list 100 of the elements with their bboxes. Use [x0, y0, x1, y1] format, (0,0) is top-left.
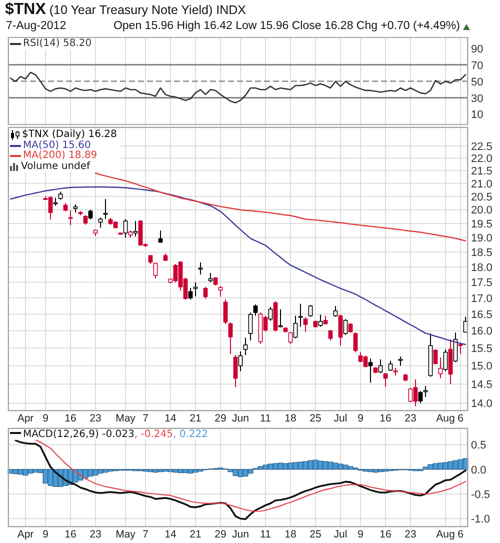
x-tick-label: 9 [42, 412, 49, 424]
candlestick [353, 332, 358, 353]
legend-label: MACD(12,26,9) -0.023 [22, 429, 134, 440]
candlestick [308, 304, 313, 318]
y-tick-label: 19.0 [471, 232, 492, 245]
chart-title: $TNX (10 Year Treasury Note Yield) INDX [5, 1, 246, 18]
x-tick-label: May [116, 412, 136, 424]
text: Open 15.96 High 16.42 Low 15.96 Close 16.28 Chg +0.70 (+4.49%) [113, 20, 460, 32]
x-tick-label: Jun [232, 528, 250, 540]
legend-label: RSI(14) 58.20 [23, 38, 92, 50]
y-tick-label: 90 [471, 43, 484, 56]
x-tick-label: Apr [17, 528, 34, 540]
y-tick-label: 17.0 [471, 292, 492, 305]
legend-label: MA(200) 18.89 [23, 150, 98, 162]
y-tick-label: 0.5 [471, 440, 486, 452]
x-tick-label: 11 [260, 528, 272, 540]
candlestick [253, 304, 258, 316]
x-tick-label: 21 [190, 412, 202, 424]
y-tick-label: 20.5 [471, 191, 492, 204]
x-tick-label: 29 [214, 412, 226, 424]
candlestick [378, 358, 383, 374]
x-tick-label: 9 [358, 528, 364, 540]
x-tick-label: 16 [380, 412, 392, 424]
x-tick-label: Jul [334, 528, 348, 540]
x-tick-label: 9 [358, 412, 364, 424]
candlestick [268, 306, 273, 322]
y-tick-label: 14.5 [471, 379, 492, 392]
y-tick-label: 18.0 [471, 262, 492, 274]
candlestick [88, 209, 93, 220]
y-tick-label: 30 [471, 92, 484, 105]
candlestick [388, 360, 393, 372]
y-tick-label: 0.0 [471, 464, 486, 476]
legend-label: $TNX (Daily) 16.28 [22, 129, 117, 140]
candlestick [423, 386, 428, 398]
x-tick-label: 29 [214, 528, 226, 540]
text: , -0.245 [134, 429, 173, 440]
y-tick-label: 17.5 [471, 277, 492, 290]
candlestick [298, 303, 303, 328]
line-series [10, 72, 466, 104]
y-tick-label: 20.0 [471, 204, 492, 217]
candlestick [218, 285, 223, 298]
candlestick [338, 314, 343, 346]
y-tick-label: 22.5 [471, 140, 492, 153]
chart-subtitle: 7-Aug-2012 [6, 20, 66, 32]
y-tick-label: -1.0 [471, 514, 490, 526]
candlestick [418, 390, 423, 404]
candlestick [333, 305, 338, 318]
candlestick [193, 282, 198, 297]
x-tick-label: Apr [17, 412, 34, 424]
y-tick-label: 15.0 [471, 360, 492, 373]
x-tick-label: Aug [436, 528, 455, 540]
text: , 0.222 [172, 429, 208, 440]
x-tick-label: 18 [284, 412, 296, 424]
candlestick [383, 372, 388, 388]
y-tick-label: 22.0 [471, 153, 492, 166]
y-tick-label: 19.5 [471, 218, 492, 230]
y-tick-label: 15.5 [471, 342, 492, 355]
x-tick-label: 25 [310, 412, 322, 424]
x-tick-label: Jun [232, 412, 250, 424]
x-tick-label: 14 [164, 412, 176, 424]
x-tick-label: 9 [42, 528, 49, 540]
candlestick [303, 316, 308, 332]
candlestick [188, 287, 193, 300]
candlestick [153, 262, 158, 280]
x-tick-label: 18 [284, 528, 296, 540]
x-tick-label: 16 [64, 412, 76, 424]
candlestick [243, 337, 248, 356]
candlestick [233, 354, 238, 388]
x-tick-label: Aug [436, 412, 455, 424]
candlestick [343, 318, 348, 336]
y-tick-label: 16.0 [471, 326, 492, 338]
candlestick [368, 358, 373, 384]
y-tick-label: 10 [471, 109, 484, 122]
x-tick-label: 6 [458, 528, 464, 540]
x-tick-label: 14 [164, 528, 176, 540]
x-tick-label: 7 [142, 528, 149, 540]
legend-label: MA(50) 15.60 [23, 140, 91, 151]
candlestick [248, 312, 253, 341]
y-tick-label: -0.5 [471, 488, 490, 501]
candlestick [208, 272, 213, 283]
candlestick [198, 262, 203, 276]
x-tick-label: 23 [90, 528, 102, 540]
x-tick-label: 6 [458, 412, 464, 424]
x-tick-label: Jul [334, 412, 348, 424]
candlestick [83, 214, 88, 226]
x-tick-label: 11 [260, 412, 272, 424]
y-tick-label: 50 [471, 76, 484, 88]
candlestick [203, 286, 208, 300]
y-tick-label: 16.5 [471, 309, 492, 322]
x-tick-label: 25 [310, 528, 322, 540]
x-tick-label: 23 [90, 412, 102, 424]
line-series [94, 172, 466, 242]
candlestick [223, 299, 228, 325]
candlestick [318, 314, 323, 328]
y-tick-label: 21.0 [471, 178, 492, 190]
y-tick-label: 14.0 [471, 398, 492, 410]
x-tick-label: 23 [404, 412, 416, 424]
y-tick-label: 70 [471, 60, 484, 72]
candlestick [398, 356, 403, 366]
y-tick-label: 21.5 [471, 166, 492, 178]
